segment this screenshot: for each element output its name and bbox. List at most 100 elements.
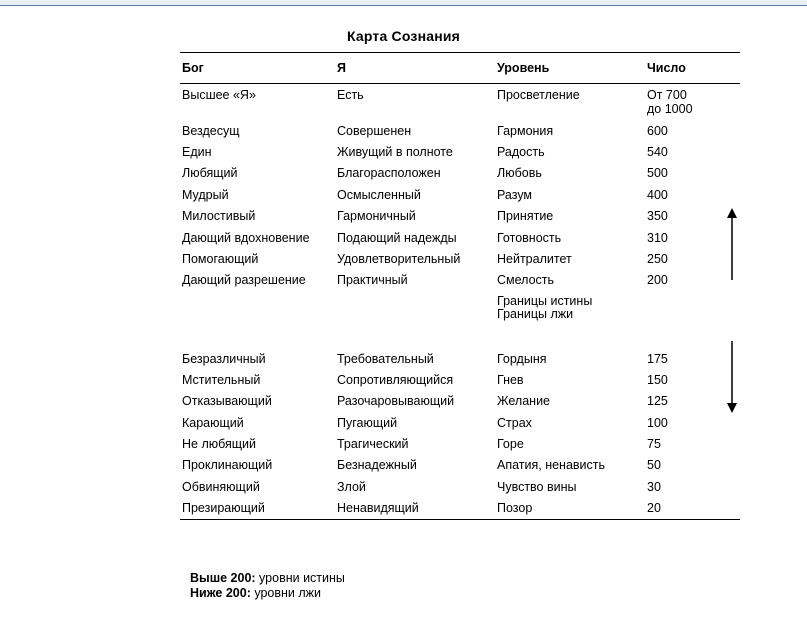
- footnote-above: Выше 200: уровни истины: [190, 571, 345, 585]
- col-header-0: Бог: [180, 53, 335, 84]
- table-row: ОбвиняющийЗлойЧувство вины30: [180, 476, 740, 497]
- table-cell: Практичный: [335, 270, 495, 291]
- col-header-2: Уровень: [495, 53, 645, 84]
- table-cell: Разочаровывающий: [335, 391, 495, 412]
- table-cell: Ненавидящий: [335, 498, 495, 520]
- table-row: ЕдинЖивущий в полнотеРадость540: [180, 142, 740, 163]
- table-cell: Есть: [335, 84, 495, 120]
- table-cell: Дающий разрешение: [180, 270, 335, 291]
- table-cell: 540: [645, 142, 740, 163]
- table-row: ВездесущСовершененГармония600: [180, 120, 740, 141]
- footnote-below: Ниже 200: уровни лжи: [190, 586, 345, 600]
- table-cell: Любящий: [180, 163, 335, 184]
- footnote-above-bold: Выше 200:: [190, 571, 256, 585]
- table-cell: Вездесущ: [180, 120, 335, 141]
- table-row: ПомогающийУдовлетворительныйНейтралитет2…: [180, 248, 740, 269]
- table-row: МстительныйСопротивляющийсяГнев150: [180, 369, 740, 390]
- table-cell: Пугающий: [335, 412, 495, 433]
- table-cell: Сопротивляющийся: [335, 369, 495, 390]
- table-row: Дающий вдохновениеПодающий надеждыГотовн…: [180, 227, 740, 248]
- table-cell: Помогающий: [180, 248, 335, 269]
- table-row: МилостивыйГармоничныйПринятие350: [180, 206, 740, 227]
- table-cell: Разум: [495, 184, 645, 205]
- table-cell: 50: [645, 455, 740, 476]
- table-row: ПроклинающийБезнадежныйАпатия, ненависть…: [180, 455, 740, 476]
- table-cell: Радость: [495, 142, 645, 163]
- table-row: Дающий разрешениеПрактичныйСмелость200: [180, 270, 740, 291]
- table-row: ПрезирающийНенавидящийПозор20: [180, 498, 740, 520]
- table-cell: Страх: [495, 412, 645, 433]
- table-cell: Злой: [335, 476, 495, 497]
- table-cell: Принятие: [495, 206, 645, 227]
- window-header-strip: [0, 0, 807, 6]
- table-cell: Не любящий: [180, 434, 335, 455]
- table-cell: Горе: [495, 434, 645, 455]
- table-cell: Требовательный: [335, 348, 495, 369]
- table-row: ЛюбящийБлагорасположенЛюбовь500: [180, 163, 740, 184]
- table-cell: 400: [645, 184, 740, 205]
- table-cell: 600: [645, 120, 740, 141]
- table-cell: От 700до 1000: [645, 84, 740, 120]
- table-cell: 500: [645, 163, 740, 184]
- table-cell: Гордыня: [495, 348, 645, 369]
- table-cell: Готовность: [495, 227, 645, 248]
- table-cell: Мстительный: [180, 369, 335, 390]
- arrow-down-icon: [725, 341, 739, 413]
- table-cell: Милостивый: [180, 206, 335, 227]
- table-cell: Карающий: [180, 412, 335, 433]
- footnote-above-text: уровни истины: [256, 571, 345, 585]
- boundary-truth: Границы истины: [497, 295, 643, 309]
- table-row: КарающийПугающийСтрах100: [180, 412, 740, 433]
- table-cell: Любовь: [495, 163, 645, 184]
- table-cell: Границы истиныГраницы лжи: [495, 291, 645, 326]
- table-cell: [645, 291, 740, 326]
- table-cell: Презирающий: [180, 498, 335, 520]
- footnote-below-bold: Ниже 200:: [190, 586, 251, 600]
- table-cell: Безразличный: [180, 348, 335, 369]
- table-cell: Отказывающий: [180, 391, 335, 412]
- table-cell: Совершенен: [335, 120, 495, 141]
- table-cell: Гармоничный: [335, 206, 495, 227]
- table-cell: 100: [645, 412, 740, 433]
- boundary-row: Границы истиныГраницы лжи: [180, 291, 740, 326]
- table-cell: Смелость: [495, 270, 645, 291]
- table-row: БезразличныйТребовательныйГордыня175: [180, 348, 740, 369]
- table-cell: Живущий в полноте: [335, 142, 495, 163]
- table-cell: Обвиняющий: [180, 476, 335, 497]
- table-cell: Желание: [495, 391, 645, 412]
- table-cell: [180, 291, 335, 326]
- table-cell: Дающий вдохновение: [180, 227, 335, 248]
- table-cell: Удовлетворительный: [335, 248, 495, 269]
- table-row: МудрыйОсмысленныйРазум400: [180, 184, 740, 205]
- footnote-below-text: уровни лжи: [251, 586, 321, 600]
- table-cell: Апатия, ненависть: [495, 455, 645, 476]
- table-cell: Нейтралитет: [495, 248, 645, 269]
- table-header-row: Бог Я Уровень Число: [180, 53, 740, 84]
- table-cell: Един: [180, 142, 335, 163]
- table-cell: Просветление: [495, 84, 645, 120]
- table-cell: Осмысленный: [335, 184, 495, 205]
- table-cell: Чувство вины: [495, 476, 645, 497]
- table-region: Бог Я Уровень Число Высшее «Я»ЕстьПросве…: [180, 52, 740, 520]
- table-cell: Гармония: [495, 120, 645, 141]
- table-row: Не любящийТрагическийГоре75: [180, 434, 740, 455]
- col-header-1: Я: [335, 53, 495, 84]
- footnotes: Выше 200: уровни истины Ниже 200: уровни…: [190, 570, 345, 601]
- consciousness-table: Бог Я Уровень Число Высшее «Я»ЕстьПросве…: [180, 52, 740, 520]
- spacer-row: [180, 326, 740, 348]
- table-row: ОтказывающийРазочаровывающийЖелание125: [180, 391, 740, 412]
- table-cell: [335, 291, 495, 326]
- table-cell: 75: [645, 434, 740, 455]
- table-row: Высшее «Я»ЕстьПросветлениеОт 700до 1000: [180, 84, 740, 120]
- arrow-up-icon: [725, 208, 739, 280]
- table-cell: Проклинающий: [180, 455, 335, 476]
- table-cell: Позор: [495, 498, 645, 520]
- table-cell: 20: [645, 498, 740, 520]
- page: Карта Сознания Бог Я Уровень Число Высше…: [0, 0, 807, 625]
- table-cell: Высшее «Я»: [180, 84, 335, 120]
- table-cell: Мудрый: [180, 184, 335, 205]
- table-cell: Трагический: [335, 434, 495, 455]
- table-cell: Благорасположен: [335, 163, 495, 184]
- boundary-lie: Границы лжи: [497, 308, 643, 322]
- table-cell: Подающий надежды: [335, 227, 495, 248]
